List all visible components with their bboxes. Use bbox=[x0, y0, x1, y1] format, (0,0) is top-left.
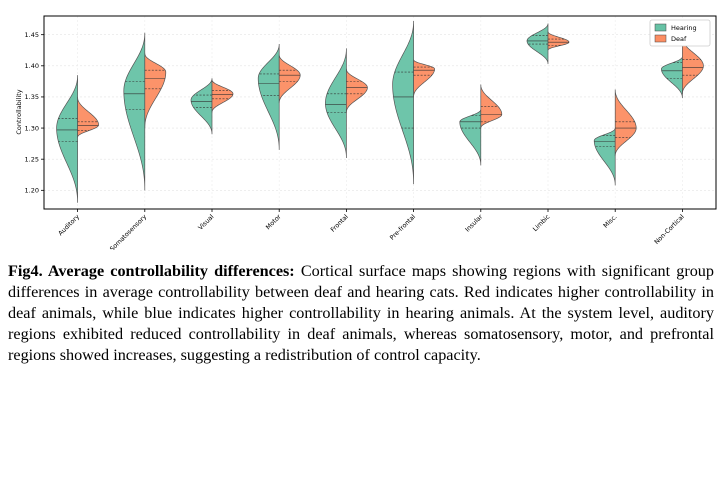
violin-half-hearing bbox=[257, 44, 280, 150]
violin-half-deaf bbox=[346, 68, 368, 113]
violin-half-hearing bbox=[56, 75, 78, 203]
violin-half-deaf bbox=[413, 59, 435, 97]
x-tick-label: Somatosensory bbox=[109, 213, 149, 250]
x-tick-label: Limbic bbox=[532, 213, 552, 233]
legend-label-hearing: Hearing bbox=[671, 24, 697, 32]
legend: Hearing Deaf bbox=[649, 19, 711, 47]
y-tick-label: 1.20 bbox=[25, 187, 39, 195]
x-tick-label: Motor bbox=[265, 213, 283, 231]
x-tick-label: Non-Cortical bbox=[653, 213, 686, 246]
violin-half-hearing bbox=[190, 78, 213, 135]
violin-half-deaf bbox=[278, 54, 301, 104]
y-tick-label: 1.30 bbox=[25, 124, 39, 132]
violin-half-hearing bbox=[325, 48, 347, 158]
violin-chart: 1.20 1.25 1.30 1.35 1.40 1.45 Auditory Somatos… bbox=[15, 15, 717, 250]
y-tick-label: 1.35 bbox=[25, 93, 39, 101]
violin-half-hearing bbox=[661, 56, 683, 99]
y-axis-label: Controllability bbox=[15, 89, 23, 134]
violin-half-deaf bbox=[614, 89, 637, 157]
x-tick-label: Visual bbox=[197, 213, 215, 231]
violin-half-deaf bbox=[211, 79, 234, 113]
x-tick-label: Pre-frontal bbox=[389, 213, 417, 241]
caption-lead: Fig4. Average controllability difference… bbox=[8, 262, 295, 280]
x-tick-label: Insular bbox=[464, 213, 484, 233]
x-axis: Auditory Somatosensory Visual Motor Frontal P… bbox=[57, 209, 686, 250]
caption-text: Cortical surface maps showing regions wi… bbox=[8, 262, 714, 364]
y-tick-label: 1.40 bbox=[25, 62, 39, 70]
y-axis: 1.20 1.25 1.30 1.35 1.40 1.45 bbox=[25, 31, 44, 195]
violin-half-hearing bbox=[392, 20, 414, 185]
x-tick-label: Auditory bbox=[57, 213, 81, 237]
violin-half-hearing bbox=[123, 32, 146, 191]
y-tick-label: 1.45 bbox=[25, 31, 39, 39]
violin-half-deaf bbox=[77, 96, 99, 138]
x-tick-label: Frontal bbox=[330, 213, 350, 233]
figure-caption: Fig4. Average controllability difference… bbox=[8, 261, 714, 366]
y-tick-label: 1.25 bbox=[25, 155, 39, 163]
x-tick-label: Misc. bbox=[602, 213, 618, 229]
violins bbox=[56, 20, 704, 203]
legend-label-deaf: Deaf bbox=[671, 35, 687, 43]
violin-half-deaf bbox=[144, 53, 167, 129]
legend-swatch-deaf bbox=[654, 34, 667, 43]
violin-half-deaf bbox=[547, 31, 570, 51]
violin-half-hearing bbox=[593, 128, 616, 186]
legend-swatch-hearing bbox=[654, 23, 667, 32]
violin-half-hearing bbox=[526, 23, 549, 64]
plot-frame bbox=[43, 15, 717, 210]
violin-half-hearing bbox=[459, 109, 482, 166]
